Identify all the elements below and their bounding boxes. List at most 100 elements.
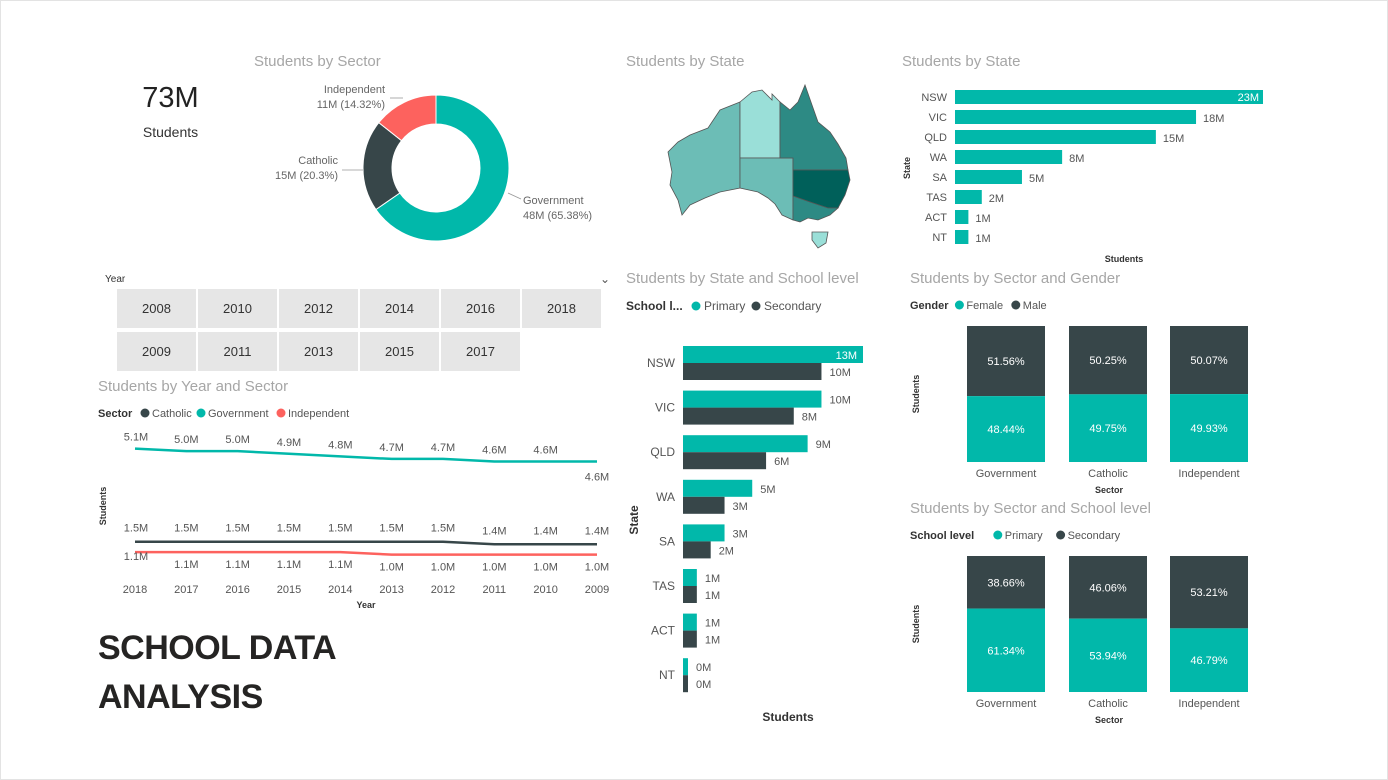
state-level-bar-secondary-sa[interactable]: [683, 541, 711, 559]
state-level-bar-primary-vic[interactable]: [683, 390, 822, 408]
year-option-2015[interactable]: 2015: [360, 332, 439, 371]
legend-marker-male[interactable]: [1011, 300, 1021, 310]
line-legend-title: Sector: [98, 408, 133, 420]
line-series-government[interactable]: [134, 447, 597, 463]
legend-label-secondary: Secondary: [764, 299, 821, 313]
sector_gender-bar-female-2[interactable]: [1170, 394, 1248, 462]
state-map-title: Students by State: [626, 53, 745, 70]
sector_gender-bar-female-1[interactable]: [1069, 394, 1147, 462]
year-option-2012[interactable]: 2012: [279, 289, 358, 328]
map-region-vic[interactable]: [792, 195, 840, 223]
state-level-bar-secondary-wa[interactable]: [683, 496, 725, 514]
state-bar-nt[interactable]: [955, 230, 969, 244]
line-series-catholic[interactable]: [135, 540, 597, 546]
sector_level-bar-primary-0[interactable]: [967, 608, 1045, 692]
state-level-bar-secondary-tas[interactable]: [683, 586, 697, 603]
legend-marker-secondary[interactable]: [1056, 530, 1066, 540]
legend-marker-independent[interactable]: [276, 408, 286, 418]
donut-slice-government[interactable]: [375, 94, 510, 242]
year-option-2014[interactable]: 2014: [360, 289, 439, 328]
state-level-data-label: 2M: [719, 545, 734, 557]
sector_level-data-label: 61.34%: [987, 645, 1025, 657]
sector_gender-bar-male-0[interactable]: [967, 326, 1045, 397]
state-level-bar-secondary-nsw[interactable]: [683, 363, 822, 380]
sector_gender-bar-female-0[interactable]: [967, 396, 1045, 462]
legend-marker-primary[interactable]: [993, 530, 1003, 540]
sector_level-data-label: 46.06%: [1089, 582, 1127, 594]
year-sector-title: Students by Year and Sector: [98, 378, 289, 395]
legend-marker-secondary[interactable]: [751, 301, 761, 311]
year-option-2009[interactable]: 2009: [117, 332, 196, 371]
donut-label-name: Government: [523, 195, 584, 207]
legend-marker-government[interactable]: [196, 408, 206, 418]
donut-slice-independent[interactable]: [378, 94, 437, 142]
year-option-2018[interactable]: 2018: [522, 289, 601, 328]
year-option-2017[interactable]: 2017: [441, 332, 520, 371]
state-bar-sa[interactable]: [955, 170, 1022, 184]
state-level-data-label: 9M: [816, 439, 831, 451]
sector-donut-chart[interactable]: Government 48M (65.38%) Catholic 15M (20.3%…: [240, 75, 620, 255]
sector_gender-bar-male-1[interactable]: [1069, 326, 1147, 395]
sector_level-bar-secondary-1[interactable]: [1069, 556, 1147, 619]
sector_gender-data-label: 49.75%: [1089, 423, 1127, 435]
line-data-label-independent: 1.1M: [277, 559, 301, 571]
legend-marker-catholic[interactable]: [140, 408, 150, 418]
state-level-data-label: 1M: [705, 635, 720, 647]
sector_level-data-label: 53.94%: [1089, 650, 1127, 662]
state-level-data-label: 1M: [705, 590, 720, 602]
chevron-down-icon[interactable]: ⌄: [600, 272, 611, 286]
legend-label-government: Government: [208, 408, 269, 420]
year-slicer-title: Year: [105, 274, 126, 285]
state-bar-wa[interactable]: [955, 150, 1063, 164]
map-region-sa[interactable]: [739, 157, 794, 221]
state-bar-tas[interactable]: [955, 190, 982, 204]
sector_level-bar-secondary-2[interactable]: [1170, 556, 1248, 629]
state-bar-nsw[interactable]: [955, 90, 1263, 104]
state-level-bar-primary-nt[interactable]: [683, 658, 688, 676]
state-level-bar-primary-sa[interactable]: [683, 524, 725, 542]
state-bar-category-qld: QLD: [924, 132, 947, 144]
map-region-qld[interactable]: [779, 83, 849, 171]
state-map[interactable]: [660, 80, 860, 260]
state-bar-vic[interactable]: [955, 110, 1197, 124]
year-option-2013[interactable]: 2013: [279, 332, 358, 371]
state-level-bar-primary-nsw[interactable]: [683, 346, 863, 363]
line-data-label-government: 5.1M: [124, 432, 148, 444]
state-level-bar-primary-wa[interactable]: [683, 479, 753, 497]
sector_level-bar-primary-1[interactable]: [1069, 618, 1147, 692]
year-sector-line-chart[interactable]: Sector Catholic Government Independent 1.5M 1…: [95, 398, 620, 613]
year-option-2016[interactable]: 2016: [441, 289, 520, 328]
line-data-label-catholic: 1.5M: [431, 523, 455, 535]
state-bar-act[interactable]: [955, 210, 969, 224]
state-bar-category-nt: NT: [932, 232, 947, 244]
state-level-bar-primary-tas[interactable]: [683, 569, 697, 586]
map-region-nt[interactable]: [739, 89, 781, 159]
state-level-bar-secondary-nt[interactable]: [683, 675, 688, 693]
year-option-2008[interactable]: 2008: [117, 289, 196, 328]
state-level-bar-primary-qld[interactable]: [683, 435, 808, 453]
sector_level-bar-primary-2[interactable]: [1170, 628, 1248, 692]
map-region-wa[interactable]: [667, 101, 741, 216]
year-option-2010[interactable]: 2010: [198, 289, 277, 328]
state-level-data-label: 1M: [705, 573, 720, 585]
sector_gender-bar-male-2[interactable]: [1170, 326, 1248, 395]
year-option-2011[interactable]: 2011: [198, 332, 277, 371]
state-level-bar-secondary-qld[interactable]: [683, 452, 767, 470]
line-series-independent[interactable]: [135, 550, 597, 556]
sector-gender-chart[interactable]: Gender Female Male 51.56% 48.44% Government 50…: [905, 290, 1255, 500]
state-level-chart[interactable]: School l... Primary Secondary NSW 13M 10M VIC 1…: [620, 290, 910, 730]
sector-level-chart[interactable]: School level Primary Secondary 38.66% 61.34%…: [905, 520, 1255, 730]
state-level-bar-primary-act[interactable]: [683, 613, 697, 631]
line-y-axis-title: Students: [98, 487, 108, 526]
sector_gender-legend-title: Gender: [910, 300, 949, 312]
sector_level-bar-secondary-0[interactable]: [967, 556, 1045, 609]
legend-marker-primary[interactable]: [691, 301, 701, 311]
state-bar-qld[interactable]: [955, 130, 1156, 144]
state-level-bar-secondary-vic[interactable]: [683, 407, 794, 425]
line-x-tick-label: 2011: [483, 584, 507, 596]
state-bar-data-label: 23M: [1238, 92, 1259, 104]
state-bar-chart[interactable]: NSW 23M VIC 18M QLD 15M WA 8M SA 5M TAS 2M ACT 1M NT 1M…: [895, 82, 1295, 267]
state-level-bar-secondary-act[interactable]: [683, 630, 697, 648]
map-region-tas[interactable]: [811, 231, 829, 249]
legend-marker-female[interactable]: [954, 300, 964, 310]
